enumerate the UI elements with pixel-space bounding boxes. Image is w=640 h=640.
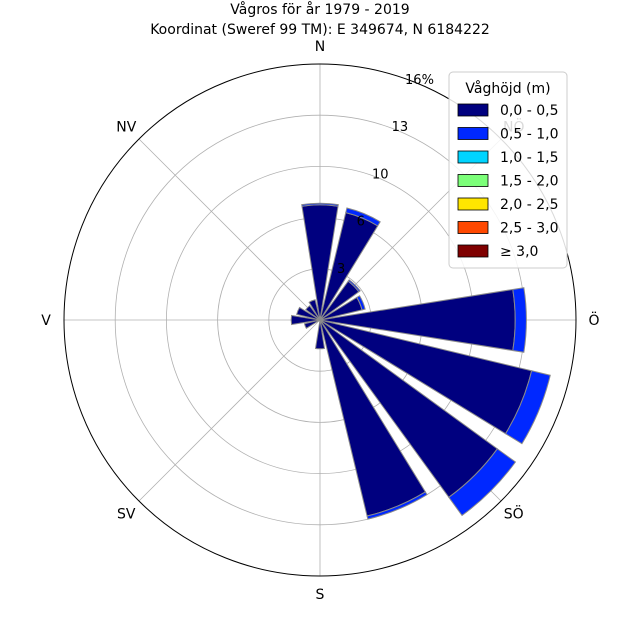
legend-swatch: [457, 127, 489, 140]
rose-bar-VNV-0: [296, 306, 321, 321]
direction-label-S: S: [316, 587, 325, 603]
grid-spoke: [138, 138, 321, 321]
r-tick-label: 10: [372, 167, 389, 182]
rose-bar-NV-0: [305, 305, 321, 321]
legend-box: [448, 71, 568, 269]
rose-bar-SSÖ-1: [366, 491, 428, 520]
rose-bar-NNV-0: [308, 299, 321, 321]
r-tick-label: 16%: [405, 73, 434, 88]
legend-swatch: [457, 221, 489, 234]
r-tick-label: 13: [392, 120, 409, 135]
legend-swatch: [457, 197, 489, 211]
rose-bar-VSV-0: [303, 319, 321, 330]
rose-bar-Ö-1: [512, 287, 527, 353]
direction-label-V: V: [41, 313, 51, 329]
legend-swatch: [457, 244, 489, 258]
rose-bar-V-0: [290, 314, 321, 326]
legend-label: 0,5 - 1,0: [500, 127, 558, 143]
rose-bar-ÖSÖ-1: [504, 370, 551, 445]
legend-label: 1,0 - 1,5: [500, 150, 558, 166]
rose-bar-NNÖ-1: [345, 207, 381, 227]
rose-bar-ÖNÖ-1: [356, 295, 366, 311]
direction-label-N: N: [315, 39, 325, 55]
legend-label: ≥ 3,0: [500, 244, 538, 260]
legend-swatch: [457, 103, 489, 117]
chart-subtitle: Koordinat (Sweref 99 TM): E 349674, N 61…: [150, 22, 490, 38]
direction-label-SV: SV: [117, 507, 136, 523]
polar-frame: [63, 63, 577, 577]
legend-label: 2,5 - 3,0: [500, 221, 558, 237]
rose-bar-N-1: [301, 202, 339, 207]
rose-bar-SÖ-1: [448, 448, 517, 517]
chart-title: Vågros för år 1979 - 2019: [230, 1, 409, 18]
direction-label-SÖ: SÖ: [504, 505, 524, 523]
r-tick-label: 3: [337, 262, 345, 277]
legend-label: 0,0 - 0,5: [500, 103, 558, 119]
legend: Våghöjd (m) 0,0 - 0,5 0,5 - 1,0 1,0 - 1,5 1…: [448, 71, 568, 269]
rose-bar-S-0: [314, 319, 326, 350]
legend-label: 1,5 - 2,0: [500, 174, 558, 190]
grid-spoke: [138, 319, 321, 502]
r-tick-label: 6: [357, 215, 365, 230]
radial-tick-labels: 3 6 10 13 16%: [337, 73, 434, 277]
direction-label-Ö: Ö: [588, 311, 599, 329]
direction-label-NV: NV: [116, 119, 136, 135]
rose-bars: [290, 202, 551, 520]
legend-swatch: [457, 150, 489, 164]
legend-label: 2,0 - 2,5: [500, 197, 558, 213]
rose-bar-NÖ-1: [347, 279, 361, 293]
legend-title: Våghöjd (m): [465, 80, 550, 97]
legend-swatch: [457, 174, 489, 187]
